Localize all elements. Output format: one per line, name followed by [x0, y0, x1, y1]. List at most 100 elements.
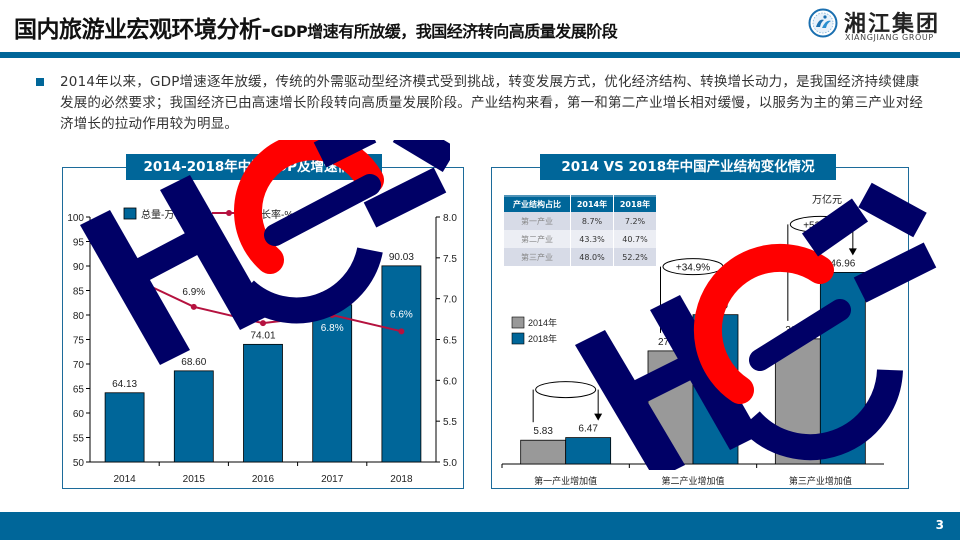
growth-point [398, 328, 405, 335]
logo-emblem-icon [808, 8, 838, 38]
growth-badge [535, 381, 597, 399]
table-cell: 43.3% [571, 230, 613, 248]
left-y-tick-label: 55 [73, 434, 85, 445]
slide-header: 国内旅游业宏观环境分析-GDP增速有所放缓，我国经济转向高质量发展阶段 湘江集团… [0, 0, 960, 58]
right-y-tick-label: 5.0 [443, 458, 457, 469]
table-cell: 8.7% [571, 212, 613, 230]
slide-footer: 3 [0, 512, 960, 540]
gdp-bar [104, 392, 145, 463]
gdp-bar [381, 265, 422, 463]
legend-swatch-2014 [511, 316, 525, 329]
growth-arrow-icon [721, 290, 730, 298]
page-number: 3 [935, 518, 944, 532]
legend-label-growth: 增长率-% [251, 208, 293, 221]
gdp-bar-label: 74.01 [250, 330, 275, 341]
gdp-bar [173, 370, 214, 463]
right-y-tick-label: 6.0 [443, 376, 457, 387]
left-y-tick-label: 50 [73, 458, 85, 469]
left-y-tick-label: 65 [73, 385, 85, 396]
x-tick-label: 第一产业增加值 [534, 475, 597, 486]
gdp-bar-label: 68.60 [181, 357, 206, 368]
left-y-tick-label: 60 [73, 409, 85, 420]
table-header-cell: 2018年 [614, 195, 656, 212]
legend-label-2018: 2018年 [528, 333, 557, 344]
logo-chinese-name: 湘江集团 [844, 12, 941, 37]
x-tick-label: 第三产业增加值 [789, 475, 852, 486]
bar-2014-label: 30.67 [785, 325, 810, 336]
x-tick-label: 2015 [183, 474, 206, 485]
table-cell: 48.0% [571, 248, 613, 266]
bar-2014 [647, 350, 694, 465]
legend-swatch-total [123, 207, 137, 220]
right-y-tick-label: 5.5 [443, 417, 457, 428]
header-divider [0, 52, 960, 58]
growth-badge-label: +53.1% [803, 220, 837, 231]
table-row: 第二产业 43.3% 40.7% [504, 230, 656, 248]
bar-2018-label: 6.47 [578, 424, 598, 435]
left-y-tick-label: 80 [73, 311, 85, 322]
x-tick-label: 2018 [390, 474, 413, 485]
gdp-bar [312, 304, 353, 463]
growth-point [190, 303, 197, 310]
bar-2014-label: 27.72 [658, 337, 683, 348]
growth-label: 6.6% [390, 309, 413, 320]
table-cell: 40.7% [614, 230, 656, 248]
table-cell: 7.2% [614, 212, 656, 230]
x-tick-label: 2017 [321, 474, 344, 485]
bar-2018-label: 46.96 [830, 258, 855, 269]
left-y-tick-label: 70 [73, 360, 85, 371]
right-y-tick-label: 7.5 [443, 254, 457, 265]
bullet-square-icon [36, 78, 44, 86]
industry-share-table: 产业结构占比 2014年 2018年 第一产业 8.7% 7.2% 第二产业 4… [503, 195, 657, 266]
page-title: 国内旅游业宏观环境分析-GDP增速有所放缓，我国经济转向高质量发展阶段 [14, 10, 618, 44]
table-header-cell: 2014年 [571, 195, 613, 212]
unit-label: 万亿元 [812, 193, 842, 206]
growth-arrow-icon [848, 248, 857, 256]
industry-chart: 万亿元 5.83 6.47 第一产业增加值 27.72 36.60 第二产业增加值 +34.9… [501, 193, 884, 486]
growth-label: 7.3% [113, 254, 136, 265]
bar-2018-label: 36.60 [703, 301, 728, 312]
growth-point [260, 320, 266, 327]
gdp-bar-label: 90.03 [389, 252, 414, 263]
bar-2018 [819, 272, 866, 465]
table-cell: 第三产业 [504, 248, 570, 266]
page-title-sub: GDP增速有所放缓，我国经济转向高质量发展阶段 [270, 22, 618, 41]
gdp-chart-title: 2014-2018年中国GDP及增速情况 [126, 154, 382, 180]
right-y-tick-label: 6.5 [443, 336, 457, 347]
company-logo: 湘江集团 XIANGJIANG GROUP [808, 6, 953, 46]
bar-2018 [692, 314, 739, 465]
table-cell: 52.2% [614, 248, 656, 266]
table-cell: 第二产业 [504, 230, 570, 248]
bar-2014 [774, 338, 821, 465]
gdp-bar-label: 82.08 [320, 291, 345, 302]
left-y-tick-label: 85 [73, 287, 85, 298]
gdp-chart: 50 55 60 65 70 75 80 85 90 95 100 5.0 5.5 6.0 6.5 7.0 7.… [67, 207, 457, 485]
gdp-bar [243, 343, 283, 463]
logo-english-name: XIANGJIANG GROUP [845, 33, 934, 42]
left-y-tick-label: 95 [73, 238, 85, 249]
table-cell: 第一产业 [504, 212, 570, 230]
left-y-tick-label: 100 [67, 213, 84, 224]
growth-badge-label: +34.9% [676, 263, 710, 274]
table-row: 第三产业 48.0% 52.2% [504, 248, 656, 266]
growth-point [329, 312, 336, 318]
right-y-tick-label: 8.0 [443, 213, 457, 224]
bar-2018 [565, 437, 612, 465]
bar-2014 [520, 439, 567, 465]
left-y-tick-label: 90 [73, 262, 85, 273]
left-y-tick-label: 75 [73, 336, 85, 347]
summary-text: 2014年以来，GDP增速逐年放缓，传统的外需驱动型经济模式受到挑战，转变发展方… [60, 74, 924, 132]
table-header-row: 产业结构占比 2014年 2018年 [504, 195, 656, 212]
bar-2014-label: 5.83 [533, 426, 553, 437]
legend-label-2014: 2014年 [528, 317, 557, 328]
growth-label: 6.7% [252, 303, 275, 314]
growth-point [121, 271, 128, 278]
legend-label-total: 总量-万亿元 [141, 208, 194, 221]
gdp-bar-label: 64.13 [112, 379, 137, 390]
table-header-cell: 产业结构占比 [504, 195, 570, 212]
industry-chart-title: 2014 VS 2018年中国产业结构变化情况 [540, 154, 836, 180]
x-tick-label: 2016 [252, 474, 275, 485]
page-title-main: 国内旅游业宏观环境分析- [14, 17, 271, 43]
x-tick-label: 第二产业增加值 [661, 475, 724, 486]
legend-marker-growth [226, 210, 232, 216]
